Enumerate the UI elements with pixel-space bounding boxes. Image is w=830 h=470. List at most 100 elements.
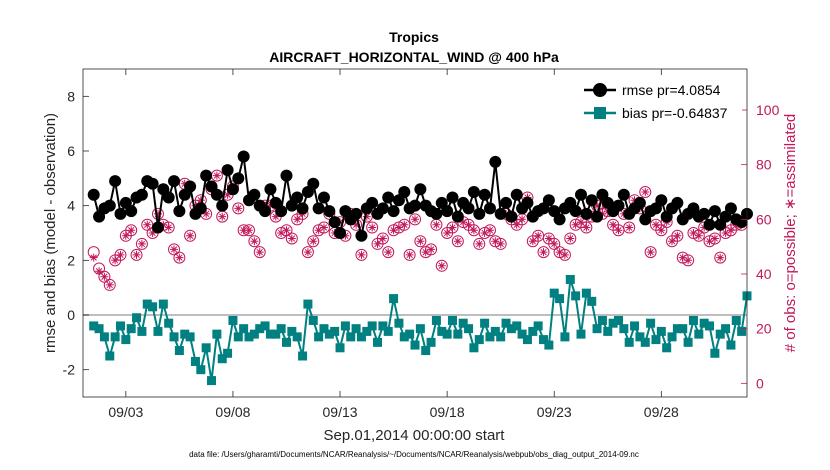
rmse-point xyxy=(446,191,459,204)
rmse-point xyxy=(494,207,507,220)
bias-point xyxy=(576,329,586,339)
bias-point xyxy=(640,337,650,347)
obs-assimilated-marker xyxy=(571,220,580,229)
rmse-point xyxy=(162,191,175,204)
obs-assimilated-marker xyxy=(170,245,178,254)
obs-possible-marker xyxy=(473,237,486,250)
bias-point xyxy=(421,346,431,356)
rmse-point xyxy=(569,205,582,218)
bias-point xyxy=(362,326,372,336)
obs-assimilated-marker xyxy=(239,226,248,235)
obs-assimilated-marker xyxy=(245,226,253,235)
obs-assimilated-marker xyxy=(544,234,553,243)
obs-assimilated-marker xyxy=(394,223,403,232)
obs-assimilated-marker xyxy=(255,248,264,257)
obs-possible-marker xyxy=(446,221,459,234)
bias-point xyxy=(303,299,313,309)
y-right-tick-label: 40 xyxy=(756,266,772,282)
obs-possible-marker xyxy=(301,246,314,259)
rmse-point xyxy=(216,199,229,212)
obs-assimilated-marker xyxy=(448,223,457,232)
obs-assimilated-marker xyxy=(341,231,350,240)
bias-point xyxy=(110,332,120,342)
obs-assimilated-marker xyxy=(668,237,676,246)
obs-assimilated-marker xyxy=(491,237,500,246)
obs-assimilated-marker xyxy=(250,237,259,246)
legend: rmse pr=4.0854 bias pr=-0.64837 xyxy=(578,76,742,128)
bias-point xyxy=(453,329,463,339)
rmse-point xyxy=(317,191,330,204)
bias-point xyxy=(308,315,318,325)
obs-assimilated-marker xyxy=(111,256,120,265)
bias-point xyxy=(287,326,297,336)
rmse-point xyxy=(473,207,486,220)
rmse-point xyxy=(617,188,630,201)
rmse-point xyxy=(489,155,502,168)
bias-point xyxy=(410,340,420,350)
obs-assimilated-marker xyxy=(560,250,569,259)
obs-assimilated-marker xyxy=(303,248,312,257)
obs-assimilated-marker xyxy=(432,220,441,229)
obs-assimilated-marker xyxy=(105,280,114,289)
y-tick-label: 8 xyxy=(67,88,75,104)
obs-assimilated-marker xyxy=(89,253,98,262)
obs-assimilated-marker xyxy=(721,229,730,237)
bias-point xyxy=(126,324,136,334)
bias-point xyxy=(688,315,698,325)
obs-possible-marker xyxy=(253,246,266,259)
obs-assimilated-marker xyxy=(555,248,564,257)
bias-point xyxy=(389,294,399,304)
bias-point xyxy=(185,332,195,342)
obs-assimilated-marker xyxy=(218,212,227,221)
rmse-point xyxy=(414,183,427,196)
rmse-point xyxy=(232,172,245,185)
bias-point xyxy=(260,321,270,331)
bias-point xyxy=(662,343,672,353)
obs-possible-marker xyxy=(307,235,320,248)
y-tick-label: 0 xyxy=(67,307,75,323)
bias-point xyxy=(223,348,233,358)
rmse-point xyxy=(612,199,625,212)
rmse-point xyxy=(194,202,207,215)
obs-assimilated-marker xyxy=(378,234,387,243)
obs-assimilated-marker xyxy=(400,220,409,229)
obs-possible-marker xyxy=(184,229,197,242)
bias-point xyxy=(121,335,131,345)
obs-assimilated-marker xyxy=(475,239,484,248)
bias-point xyxy=(560,332,570,342)
bias-point xyxy=(426,337,436,347)
y-right-tick-label: 60 xyxy=(756,211,772,227)
rmse-point xyxy=(478,188,491,201)
bias-point xyxy=(678,324,688,334)
bias-point xyxy=(565,274,575,284)
rmse-point xyxy=(521,196,534,209)
obs-assimilated-marker xyxy=(100,272,109,281)
obs-assimilated-marker xyxy=(293,215,302,224)
rmse-point xyxy=(226,183,239,196)
rmse-point xyxy=(151,221,164,234)
rmse-point xyxy=(135,188,148,201)
rmse-point xyxy=(259,205,272,218)
bias-point xyxy=(383,326,393,336)
obs-assimilated-marker xyxy=(550,239,559,248)
obs-assimilated-marker xyxy=(705,237,714,246)
rmse-point xyxy=(382,191,395,204)
rmse-point xyxy=(505,210,518,223)
x-tick-label: 09/08 xyxy=(215,404,250,420)
y-tick-label: -2 xyxy=(63,362,76,378)
bias-point xyxy=(506,324,516,334)
rmse-point xyxy=(376,202,389,215)
obs-assimilated-marker xyxy=(480,229,489,237)
bias-point xyxy=(340,321,350,331)
bias-point xyxy=(544,340,554,350)
bias-point xyxy=(721,324,731,334)
rmse-point xyxy=(168,175,181,188)
bias-point xyxy=(528,326,538,336)
bias-point xyxy=(592,324,602,334)
bias-point xyxy=(469,343,479,353)
bias-point xyxy=(394,318,404,328)
rmse-point xyxy=(275,205,288,218)
x-tick-label: 09/13 xyxy=(323,404,358,420)
y-tick-label: 6 xyxy=(67,143,75,159)
obs-possible-marker xyxy=(537,246,550,259)
